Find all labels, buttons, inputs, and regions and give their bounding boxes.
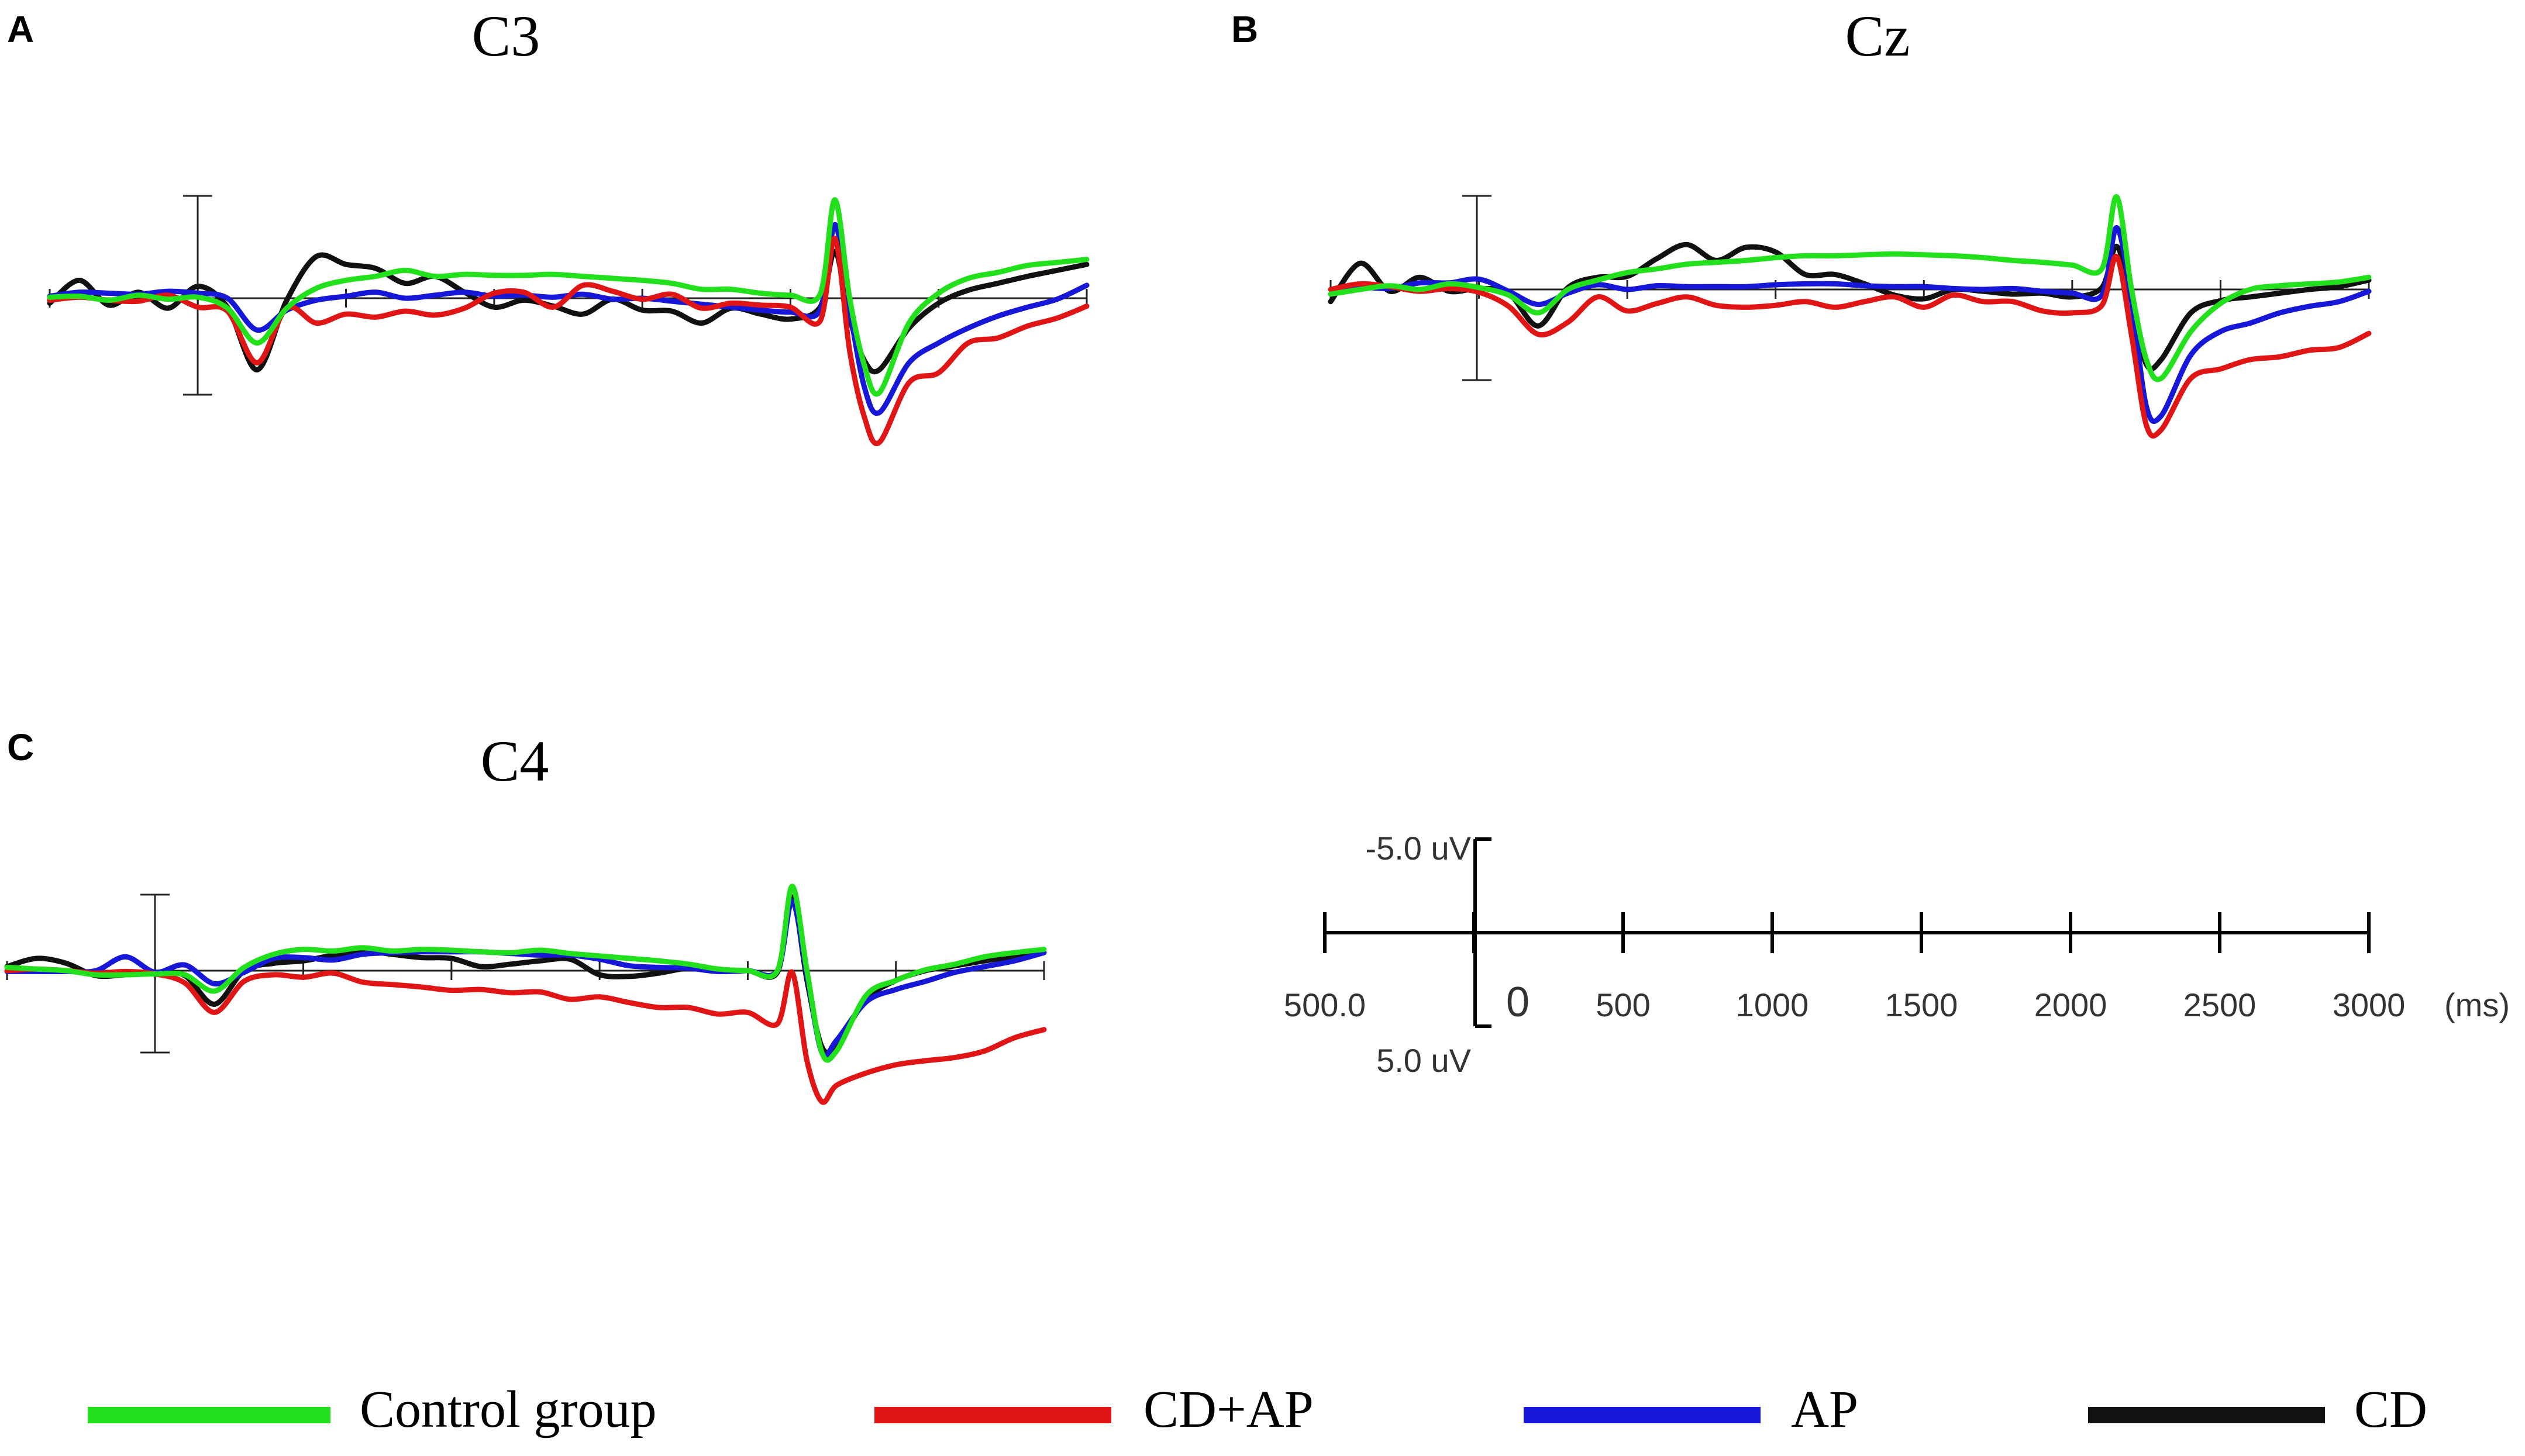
legend-label: AP	[1791, 1381, 1858, 1438]
series-line-control-group	[4, 884, 1047, 1063]
series-line-cd-ap	[4, 966, 1047, 1105]
series-group	[47, 197, 1090, 446]
scale-ticks: 500.0 0 500 1000 1500 2000 2500 3000	[1284, 912, 2405, 1026]
legend-item-cd-ap: CD+AP	[874, 1381, 1314, 1438]
legend-item-cd: CD	[2088, 1381, 2427, 1438]
legend-item-control-group: Control group	[88, 1381, 656, 1438]
series-line-control-group	[47, 197, 1090, 397]
scale-reference: -5.0 uV 5.0 uV 500.0 0 500 1000 1500 2000 2500…	[1284, 830, 2510, 1079]
legend: Control group CD+AP AP CD	[88, 1381, 2427, 1438]
scale-x-tick-label: 0	[1506, 979, 1530, 1026]
legend-label: Control group	[360, 1381, 656, 1438]
scale-y-bottom-label: 5.0 uV	[1376, 1042, 1472, 1079]
legend-item-ap: AP	[1524, 1381, 1858, 1438]
series-line-ap	[4, 898, 1047, 1059]
series-line-control-group	[1328, 194, 2372, 382]
series-line-ap	[1328, 225, 2372, 424]
scale-x-tick-label: 3000	[2333, 986, 2406, 1023]
series-group	[1328, 194, 2372, 439]
panel-title: C4	[481, 729, 549, 793]
panel-letter: C	[7, 726, 34, 768]
legend-label: CD+AP	[1143, 1381, 1314, 1438]
series-line-cd	[47, 249, 1090, 375]
scale-unit-label: (ms)	[2444, 986, 2510, 1023]
scale-x-tick-label: 1000	[1736, 986, 1809, 1023]
series-group	[4, 884, 1047, 1105]
panel-cz: B Cz	[1231, 4, 2372, 439]
series-line-ap	[47, 222, 1090, 416]
legend-label: CD	[2354, 1381, 2427, 1438]
scale-x-tick-label: 500.0	[1284, 986, 1366, 1023]
panel-title: Cz	[1845, 4, 1910, 68]
series-line-cd-ap	[1328, 254, 2372, 439]
panel-letter: A	[7, 8, 34, 50]
panel-letter: B	[1231, 8, 1258, 50]
scale-x-tick-label: 1500	[1885, 986, 1958, 1023]
scale-y-top-label: -5.0 uV	[1365, 830, 1471, 867]
panel-title: C3	[472, 4, 540, 68]
panel-c4: C C4	[4, 726, 1047, 1105]
scale-x-tick-label: 2500	[2183, 986, 2257, 1023]
scale-x-tick-label: 500	[1596, 986, 1650, 1023]
scale-x-tick-label: 2000	[2034, 986, 2107, 1023]
panel-c3: A C3	[7, 4, 1090, 446]
series-line-cd-ap	[47, 236, 1090, 446]
